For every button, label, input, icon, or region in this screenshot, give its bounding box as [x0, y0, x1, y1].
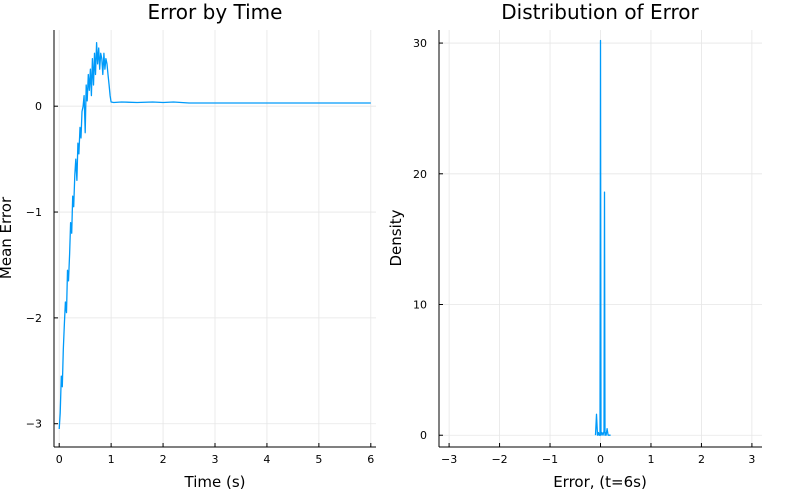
x-tick-label: 6: [367, 453, 374, 466]
y-tick-label: −3: [26, 418, 42, 431]
x-tick-label: 0: [597, 453, 604, 466]
x-tick-label: −3: [441, 453, 457, 466]
x-tick-label: 2: [698, 453, 705, 466]
panel-error-by-time: Error by Time 0 1 2 3 4 5 6 −3 −2 −1 0 Time (s) Me…: [0, 0, 376, 491]
y-axis-label-right: Density: [387, 209, 405, 266]
x-tick-label: 1: [647, 453, 654, 466]
x-axis-label-right: Error, (t=6s): [553, 473, 647, 491]
chart-title-right: Distribution of Error: [501, 0, 699, 24]
x-tick-label: 5: [315, 453, 322, 466]
y-tick-label: 20: [413, 168, 427, 181]
y-tick-label: 30: [413, 37, 427, 50]
x-tick-label: −1: [542, 453, 558, 466]
x-tick-label: 3: [212, 453, 219, 466]
chart-title-left: Error by Time: [148, 0, 283, 24]
x-tick-label: 0: [56, 453, 63, 466]
x-tick-label: 4: [263, 453, 270, 466]
x-tick-label: 2: [160, 453, 167, 466]
gridlines-left: [54, 30, 376, 447]
x-tick-label: 1: [108, 453, 115, 466]
y-tick-label: 10: [413, 299, 427, 312]
y-tick-label: −1: [26, 206, 42, 219]
y-axis-label-left: Mean Error: [0, 196, 15, 279]
series-line-density: [594, 39, 611, 436]
y-tick-label: 0: [35, 100, 42, 113]
x-tick-label: 3: [748, 453, 755, 466]
y-tick-label: −2: [26, 312, 42, 325]
panel-distribution-of-error: Distribution of Error −3 −2 −1 0 1 2 30102030 …: [387, 0, 762, 491]
x-axis-label-left: Time (s): [184, 473, 246, 491]
y-tick-label: 0: [420, 429, 427, 442]
series-line-mean-error: [58, 42, 371, 430]
x-tick-label: −2: [491, 453, 507, 466]
ticks-left: 0 1 2 3 4 5 6 −3 −2 −1 0: [26, 100, 375, 466]
